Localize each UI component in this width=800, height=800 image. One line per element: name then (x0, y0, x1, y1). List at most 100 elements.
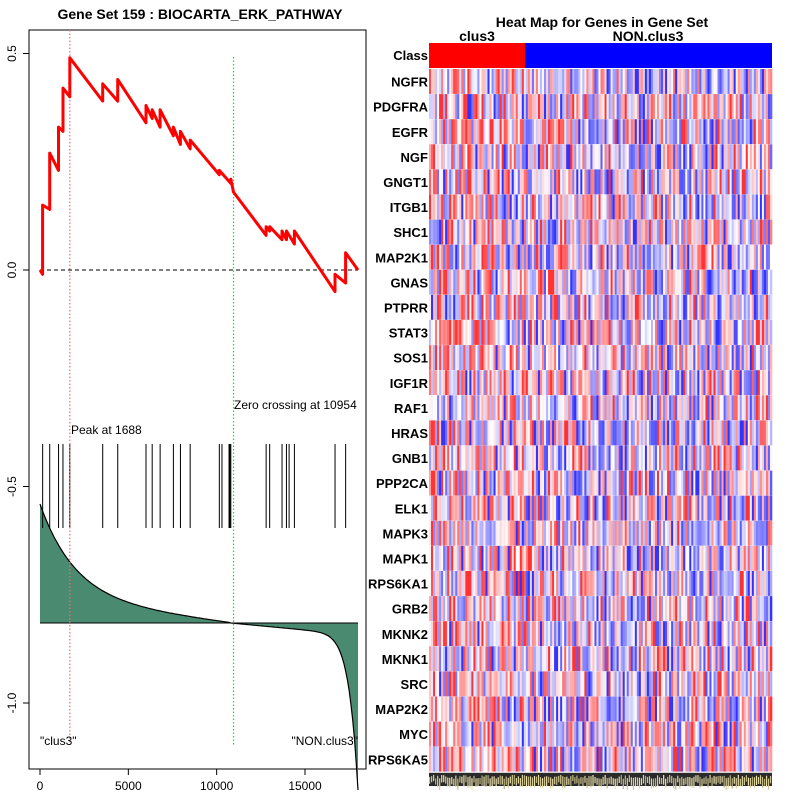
heatmap-cell (719, 721, 722, 747)
heatmap-cell (596, 320, 599, 345)
heatmap-cell (673, 721, 676, 747)
heatmap-cell (763, 420, 767, 446)
heatmap-cell (663, 571, 666, 596)
heatmap-cell (753, 470, 757, 496)
heatmap-cell (689, 721, 692, 747)
heatmap-cell (586, 345, 589, 370)
heatmap-cell (586, 395, 589, 421)
heatmap-cell (487, 420, 490, 446)
heatmap-cell (626, 721, 630, 747)
heatmap-cell (537, 345, 541, 370)
heatmap-cell (550, 294, 553, 320)
heatmap-cell (683, 244, 686, 270)
heatmap-cell (648, 621, 652, 647)
heatmap-cell (503, 696, 506, 722)
heatmap-cell (620, 169, 623, 195)
heatmap-cell (519, 495, 523, 521)
heatmap-cell (735, 646, 738, 672)
heatmap-cell (586, 269, 589, 295)
heatmap-cell (592, 69, 595, 94)
heatmap-cell (757, 671, 761, 697)
heatmap-cell (735, 294, 738, 320)
heatmap-cell (449, 194, 452, 220)
heatmap-cell (594, 495, 597, 521)
heatmap-title: Heat Map for Genes in Gene Set (496, 14, 709, 30)
heatmap-cell (461, 169, 464, 195)
heatmap-cell (552, 445, 555, 471)
heatmap-cell (431, 721, 434, 747)
heatmap-cell (564, 119, 567, 145)
heatmap-cell (687, 244, 690, 270)
heatmap-cell (531, 646, 535, 672)
heatmap-cell (689, 269, 692, 295)
heatmap-cell (590, 345, 593, 370)
heatmap-cell (650, 420, 654, 446)
heatmap-cell (652, 520, 656, 546)
heatmap-cell (574, 545, 577, 571)
class-label-clus3: clus3 (459, 28, 495, 44)
heatmap-cell (473, 395, 476, 421)
heatmap-cell (467, 244, 470, 270)
heatmap-cell (711, 294, 714, 320)
heatmap-cell (745, 320, 749, 345)
heatmap-cell (525, 244, 529, 270)
heatmap-cell (519, 445, 523, 471)
heatmap-cell (495, 520, 498, 546)
heatmap-cell (503, 470, 506, 496)
heatmap-cell (713, 721, 716, 747)
heatmap-cell (459, 596, 462, 621)
heatmap-cell (461, 445, 464, 471)
heatmap-cell (667, 445, 670, 471)
heatmap-cell (731, 294, 734, 320)
sample-strip-mark (489, 778, 491, 788)
heatmap-cell (541, 746, 545, 772)
heatmap-cell (618, 94, 621, 119)
heatmap-cell (677, 596, 680, 621)
heatmap-cell (525, 571, 529, 596)
heatmap-cell (737, 370, 741, 396)
heatmap-cell (675, 119, 678, 145)
heatmap-cell (550, 470, 553, 496)
heatmap-cell (439, 545, 442, 571)
heatmap-cell (499, 395, 502, 421)
heatmap-cell (683, 596, 686, 621)
y-tick-label: 0.5 (5, 45, 19, 62)
heatmap-cell (509, 596, 513, 621)
heatmap-cell (719, 596, 722, 621)
heatmap-cell (634, 571, 638, 596)
heatmap-cell (630, 420, 634, 446)
heatmap-cell (665, 370, 668, 396)
heatmap-cell (618, 545, 621, 571)
heatmap-cell (654, 219, 658, 245)
heatmap-cell (475, 294, 478, 320)
heatmap-cell (616, 696, 619, 722)
heatmap-cell (665, 219, 668, 245)
heatmap-cell (737, 244, 741, 270)
heatmap-cell (735, 520, 738, 546)
heatmap-cell (741, 69, 745, 94)
heatmap-cell (485, 746, 488, 772)
heatmap-cell (443, 696, 446, 722)
heatmap-cell (562, 696, 565, 722)
gene-label: MAPK1 (382, 552, 428, 567)
heatmap-cell (717, 520, 720, 546)
heatmap-cell (681, 520, 684, 546)
heatmap-cell (592, 395, 595, 421)
heatmap-cell (733, 269, 736, 295)
heatmap-cell (642, 320, 646, 345)
heatmap-cell (685, 144, 688, 170)
heatmap-cell (691, 169, 694, 195)
heatmap-cell (469, 545, 472, 571)
heatmap-cell (554, 746, 557, 772)
heatmap-cell (659, 219, 662, 245)
heatmap-cell (487, 746, 490, 772)
heatmap-cell (431, 470, 434, 496)
gene-label: HRAS (391, 426, 428, 441)
heatmap-cell (675, 219, 678, 245)
heatmap-cell (628, 445, 632, 471)
heatmap-cell (521, 219, 525, 245)
heatmap-cell (582, 370, 585, 396)
heatmap-cell (558, 320, 561, 345)
heatmap-cell (685, 219, 688, 245)
heatmap-cell (507, 621, 511, 647)
